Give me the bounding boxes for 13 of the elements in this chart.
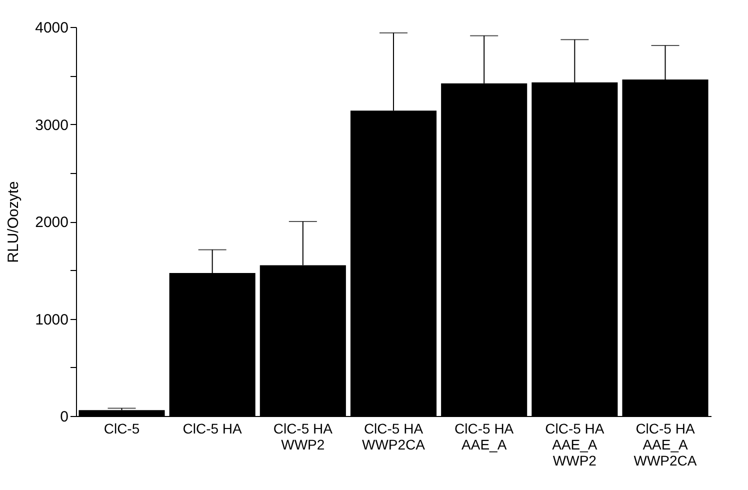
y-tick-label: 3000: [35, 116, 68, 134]
y-tick-label: 2000: [35, 214, 68, 231]
x-tick-label: ClC-5 HA AAE_A: [454, 420, 514, 452]
y-tick-label: 0: [60, 408, 68, 426]
y-tick-label: 1000: [35, 311, 68, 328]
x-tick-label: ClC-5 HA WWP2: [273, 420, 334, 452]
x-tick-label: ClC-5 HA AAE_A WWP2: [545, 420, 605, 468]
y-axis-title: RLU/Oozyte: [5, 181, 22, 263]
x-tick-label: ClC-5 HA AAE_A WWP2CA: [634, 420, 698, 468]
x-tick-label: ClC-5 HA: [182, 420, 243, 436]
x-tick-label: ClC-5 HA WWP2CA: [362, 420, 426, 452]
y-tick-label: 4000: [35, 20, 68, 36]
x-tick-label: ClC-5: [104, 420, 140, 436]
